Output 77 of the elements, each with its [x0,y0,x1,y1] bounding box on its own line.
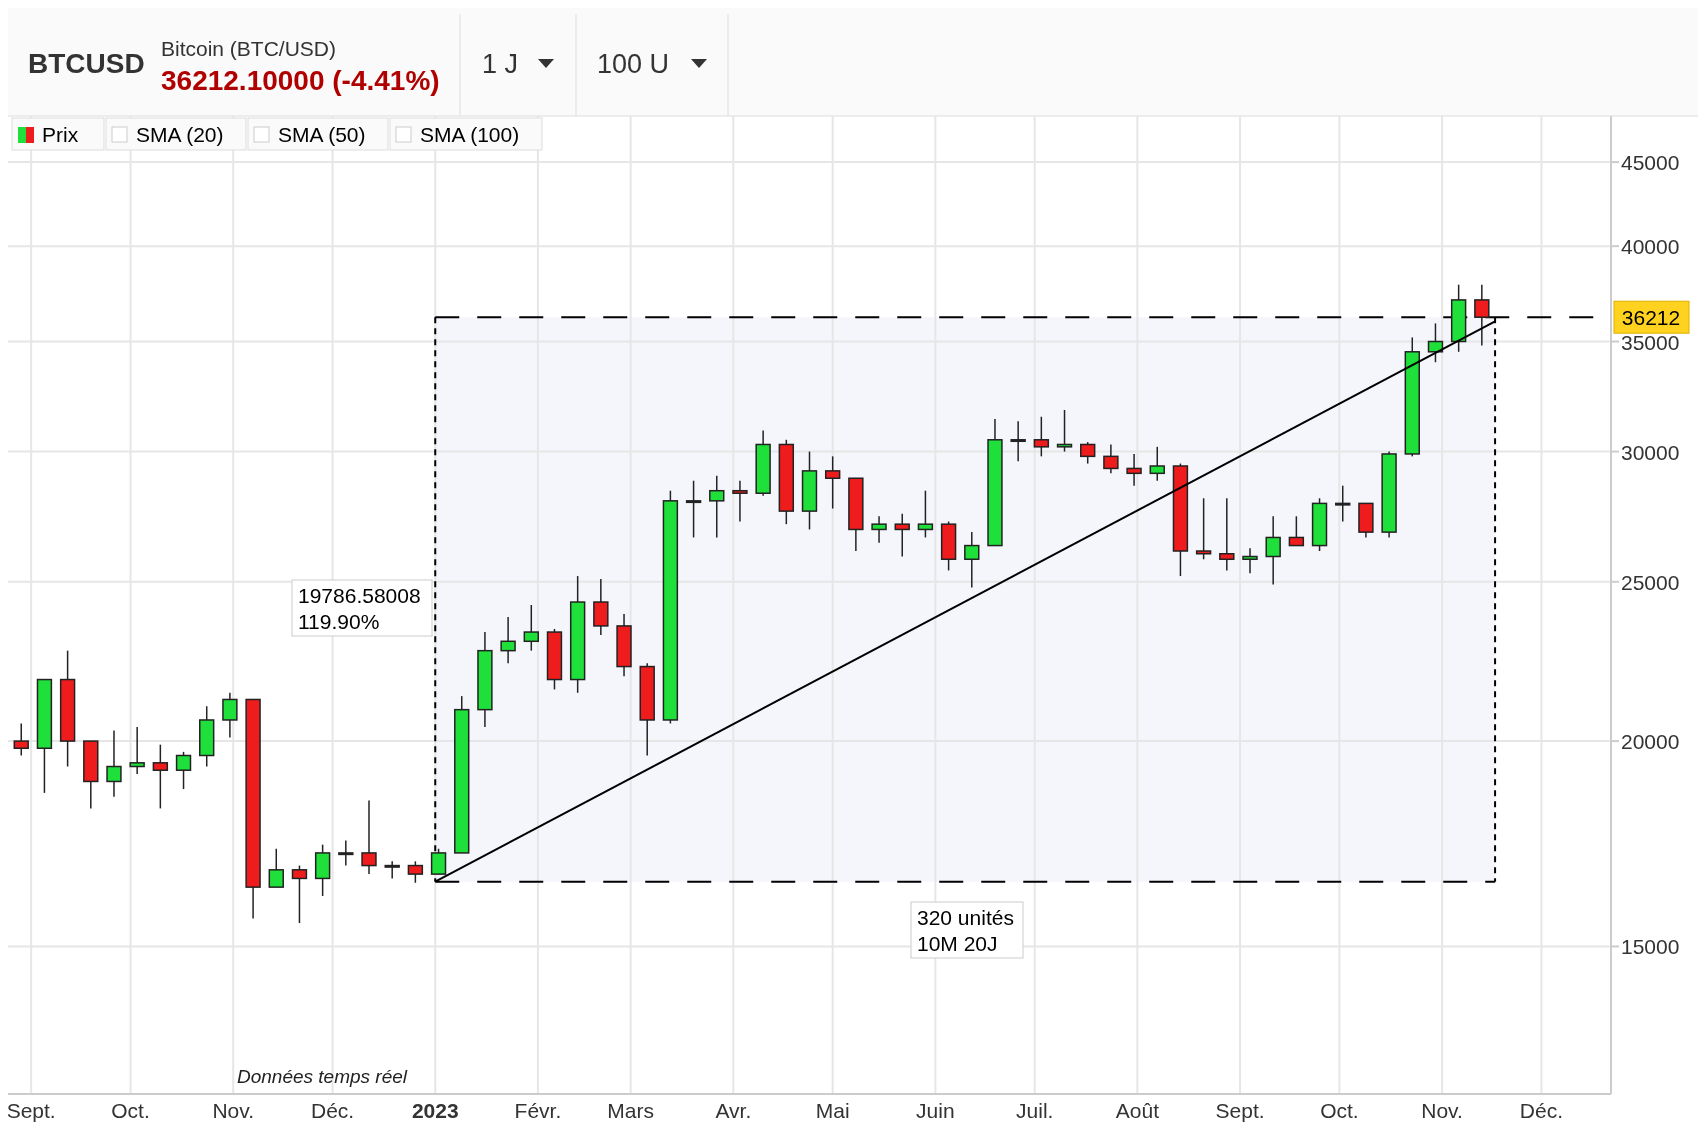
candlestick [1288,515,1305,547]
x-tick-label: Nov. [1421,1099,1463,1122]
candlestick [685,479,702,539]
x-tick-label: Déc. [1519,1099,1564,1122]
x-tick-label: Sept. [1215,1099,1265,1122]
x-tick-label: Sept. [6,1099,56,1122]
candlestick [13,722,29,757]
candlestick [268,848,284,888]
x-tick-label: Déc. [310,1099,355,1122]
candlestick [824,455,841,510]
y-tick-label: 45000 [1621,151,1680,175]
candlestick [1080,441,1096,465]
ref-line-label: 36212 [1621,306,1681,330]
candlestick [1265,515,1281,586]
y-tick-label: 30000 [1621,440,1680,464]
candlestick [1242,547,1258,574]
candlestick [338,839,354,867]
candlestick [129,726,145,775]
annotation: SMA (100) [420,123,520,146]
candlestick [871,515,887,544]
candlestick [1033,415,1050,458]
candlestick [291,864,308,924]
x-tick-label: Nov. [212,1099,255,1122]
x-tick-label: Mars [607,1099,654,1122]
candlestick [1103,443,1119,475]
text: 100 U [597,49,670,79]
x-tick-label: Août [1115,1099,1160,1122]
candlestick [1335,484,1351,523]
candlestick [964,531,980,589]
candlestick [1056,409,1073,453]
text: 36212.10000 (-4.41%) [161,65,440,96]
candlestick [430,848,447,875]
y-tick-label: 40000 [1621,235,1680,259]
x-tick-label: Mai [815,1099,850,1122]
annotation: 10M 20J [917,932,998,955]
candlestick [1126,453,1142,487]
annotation: SMA (20) [136,123,224,146]
annotation: 119.90% [298,610,380,633]
candlestick [175,751,192,790]
candlestick [222,692,238,739]
candlestick [917,489,934,539]
x-tick-label: Juil. [1016,1099,1054,1122]
candlestick [407,860,424,884]
candlestick [1427,322,1444,363]
x-tick-label: Oct. [1320,1099,1359,1122]
x-tick-label: Juin [916,1099,955,1122]
candlestick [732,479,748,523]
annotation: 19786.58008 [298,584,421,607]
candlestick [709,475,725,539]
y-tick-label: 35000 [1621,330,1680,354]
candlestick [894,512,910,558]
legend-label: Prix [42,123,79,146]
annotation: Données temps réel [237,1066,408,1087]
text: 1 J [482,49,519,79]
candlestick [1219,497,1235,572]
x-tick-label: Oct. [111,1099,150,1122]
candlestick [1474,283,1490,347]
candlestick [1010,420,1026,462]
candlestick [1195,497,1212,561]
candlestick [523,604,539,652]
x-tick-label: 2023 [411,1099,459,1122]
candlestick [1149,446,1165,482]
candlestick [152,743,169,810]
candlestick [500,616,516,665]
annotation: 320 unités [917,906,1014,929]
y-tick-label: 20000 [1621,730,1680,754]
candlestick [106,729,122,798]
x-tick-label: Févr. [514,1099,562,1122]
candlestick [361,799,377,875]
chart-title: BTCUSD [28,48,145,79]
chart-subtitle: Bitcoin (BTC/USD) [161,37,337,60]
y-tick-label: 25000 [1621,570,1680,594]
annotation: SMA (50) [278,123,366,146]
candlestick [593,578,609,636]
y-tick-label: 15000 [1621,935,1680,959]
x-tick-label: Avr. [715,1099,752,1122]
candlestick [384,860,400,880]
